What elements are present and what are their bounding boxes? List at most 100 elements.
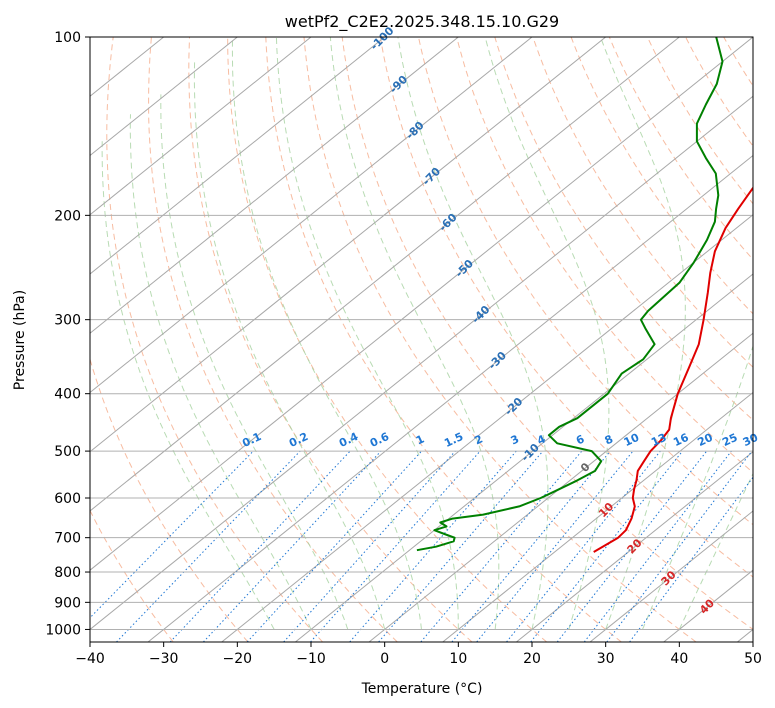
dry-adiabat	[90, 357, 249, 642]
series-group	[416, 37, 753, 553]
isotherm	[368, 332, 753, 642]
mixing-ratio-line	[451, 450, 611, 642]
y-tick-label: 100	[54, 30, 81, 46]
isotherm-label: -80	[403, 119, 426, 142]
isotherm	[90, 37, 459, 334]
x-tick-label: 50	[744, 651, 762, 667]
line-labels: 0.1 0.2 0.4 0.6 1 1.5 2 3 4 6 8 10 13 16 20 25 30-100-90…	[240, 24, 760, 617]
dry-adiabat	[532, 37, 753, 368]
dry-adiabat	[227, 37, 548, 642]
x-tick-label: −40	[75, 651, 105, 667]
dry-adiabat	[418, 37, 753, 526]
mixing-ratio-label: 1	[414, 432, 426, 447]
mixing-ratio-line	[378, 450, 544, 642]
dry-adiabat	[188, 37, 473, 642]
mixing-ratio-label: 0.6	[368, 430, 391, 450]
mixing-ratio-line	[556, 450, 708, 642]
x-tick-label: 20	[523, 651, 541, 667]
y-tick-label: 500	[54, 444, 81, 460]
dry-adiabat	[570, 37, 753, 315]
isotherm	[90, 37, 680, 512]
isotherm-label: 40	[697, 596, 717, 616]
chart-title: wetPf2_C2E2.2025.348.15.10.G29	[285, 12, 559, 32]
mixing-ratio-line	[90, 450, 254, 619]
y-tick-label: 300	[54, 313, 81, 329]
pressure-grid	[90, 37, 753, 630]
plot-frame	[89, 36, 754, 643]
isotherm	[737, 628, 753, 642]
moist-adiabat	[329, 37, 500, 630]
temperature-line	[593, 186, 753, 553]
mixing-ratio-label: 25	[720, 431, 739, 449]
dry-adiabat	[341, 37, 753, 631]
isotherm	[90, 37, 606, 453]
mixing-ratio-line	[283, 450, 456, 642]
mixing-ratio-label: 16	[671, 431, 691, 449]
y-axis-title: Pressure (hPa)	[12, 290, 28, 390]
y-tick-label: 700	[54, 531, 81, 547]
dry-adiabat	[106, 37, 323, 642]
moist-adiabat	[397, 37, 549, 630]
isotherm	[90, 95, 753, 631]
background-lines	[90, 37, 775, 642]
mixing-ratio-line	[530, 450, 683, 642]
moist-adiabat	[231, 37, 422, 630]
x-tick-label: 30	[597, 651, 615, 667]
mixing-ratio-label: 30	[741, 431, 761, 449]
isotherm	[90, 37, 753, 571]
isotherm-label: -60	[436, 211, 459, 234]
dry-adiabat	[265, 37, 622, 642]
x-axis: −40 −30 −20 −10 0 10 20 30 40 50	[75, 642, 762, 667]
isotherm-label: -30	[486, 349, 509, 372]
mixing-ratio-label: 1.5	[442, 430, 465, 450]
y-tick-label: 400	[54, 387, 81, 403]
mixing-ratio-line	[116, 450, 301, 642]
x-axis-title: Temperature (°C)	[361, 681, 483, 697]
mixing-ratio-label: 3	[509, 432, 521, 447]
isotherm-label: -20	[502, 395, 525, 418]
isotherm	[90, 37, 312, 216]
moist-adiabat	[160, 94, 349, 630]
dry-adiabat	[90, 509, 174, 642]
moist-adiabat	[275, 37, 459, 630]
dry-adiabat	[723, 37, 753, 87]
dry-adiabat	[379, 37, 753, 578]
mixing-ratio-line	[476, 450, 634, 642]
moist-adiabat	[600, 37, 686, 630]
moist-adiabat	[129, 114, 312, 630]
x-tick-label: 40	[670, 651, 688, 667]
mixing-ratio-label: 0.4	[337, 430, 360, 450]
mixing-ratio-label: 2	[472, 432, 484, 447]
isotherm	[589, 510, 753, 642]
dry-adiabat	[762, 37, 775, 642]
isotherm-label: 30	[659, 568, 679, 588]
mixing-ratio-label: 10	[622, 431, 642, 449]
mixing-ratio-line	[629, 476, 753, 642]
x-tick-label: 10	[449, 651, 467, 667]
mixing-ratio-line	[202, 450, 382, 642]
isotherm	[90, 37, 533, 394]
x-tick-label: −10	[296, 651, 326, 667]
mixing-ratio-line	[169, 450, 351, 642]
moist-adiabat	[101, 141, 275, 630]
isotherm-label: -40	[469, 303, 492, 326]
dry-adiabat	[148, 37, 398, 642]
mixing-ratio-label: 0.2	[287, 430, 310, 450]
dry-adiabat	[456, 37, 753, 474]
isotherm	[221, 214, 753, 642]
mixing-ratio-line	[506, 450, 661, 642]
mixing-ratio-line	[310, 450, 481, 642]
moist-adiabat	[678, 472, 753, 630]
mixing-ratio-label: 20	[696, 431, 716, 449]
isotherm	[516, 451, 753, 642]
moist-adiabat	[484, 37, 610, 630]
isotherm	[295, 273, 753, 642]
mixing-ratio-label: 6	[574, 432, 587, 447]
isotherm	[90, 37, 385, 275]
isotherm	[147, 154, 753, 642]
y-tick-label: 1000	[45, 622, 81, 638]
isotherm-label: 20	[625, 536, 645, 556]
x-tick-label: 0	[380, 651, 389, 667]
moist-adiabat	[193, 61, 386, 630]
